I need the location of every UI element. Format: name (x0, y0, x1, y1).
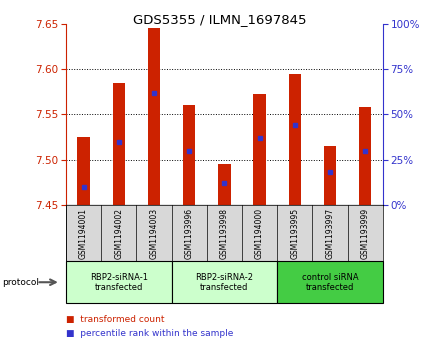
Text: GSM1193997: GSM1193997 (326, 208, 334, 259)
Text: GSM1193996: GSM1193996 (185, 208, 194, 259)
Bar (289, 73, 301, 205)
Text: GSM1194000: GSM1194000 (255, 208, 264, 259)
Text: GSM1194002: GSM1194002 (114, 208, 123, 259)
Bar (359, 107, 371, 205)
Bar (277, 261, 383, 303)
Text: GSM1193995: GSM1193995 (290, 208, 299, 259)
Bar (148, 28, 160, 205)
Text: GSM1193999: GSM1193999 (361, 208, 370, 259)
Bar (324, 146, 336, 205)
Bar (218, 164, 231, 205)
Text: GSM1193998: GSM1193998 (220, 208, 229, 259)
Bar (66, 261, 172, 303)
Bar (253, 94, 266, 205)
Text: RBP2-siRNA-1
transfected: RBP2-siRNA-1 transfected (90, 273, 148, 292)
Bar (77, 137, 90, 205)
Bar (113, 82, 125, 205)
Text: ■  transformed count: ■ transformed count (66, 315, 165, 324)
Bar (183, 105, 195, 205)
Text: GDS5355 / ILMN_1697845: GDS5355 / ILMN_1697845 (133, 13, 307, 26)
Text: RBP2-siRNA-2
transfected: RBP2-siRNA-2 transfected (195, 273, 253, 292)
Text: GSM1194001: GSM1194001 (79, 208, 88, 259)
Text: protocol: protocol (2, 278, 39, 287)
Text: GSM1194003: GSM1194003 (150, 208, 158, 259)
Text: ■  percentile rank within the sample: ■ percentile rank within the sample (66, 330, 233, 338)
Text: control siRNA
transfected: control siRNA transfected (302, 273, 358, 292)
Bar (172, 261, 277, 303)
